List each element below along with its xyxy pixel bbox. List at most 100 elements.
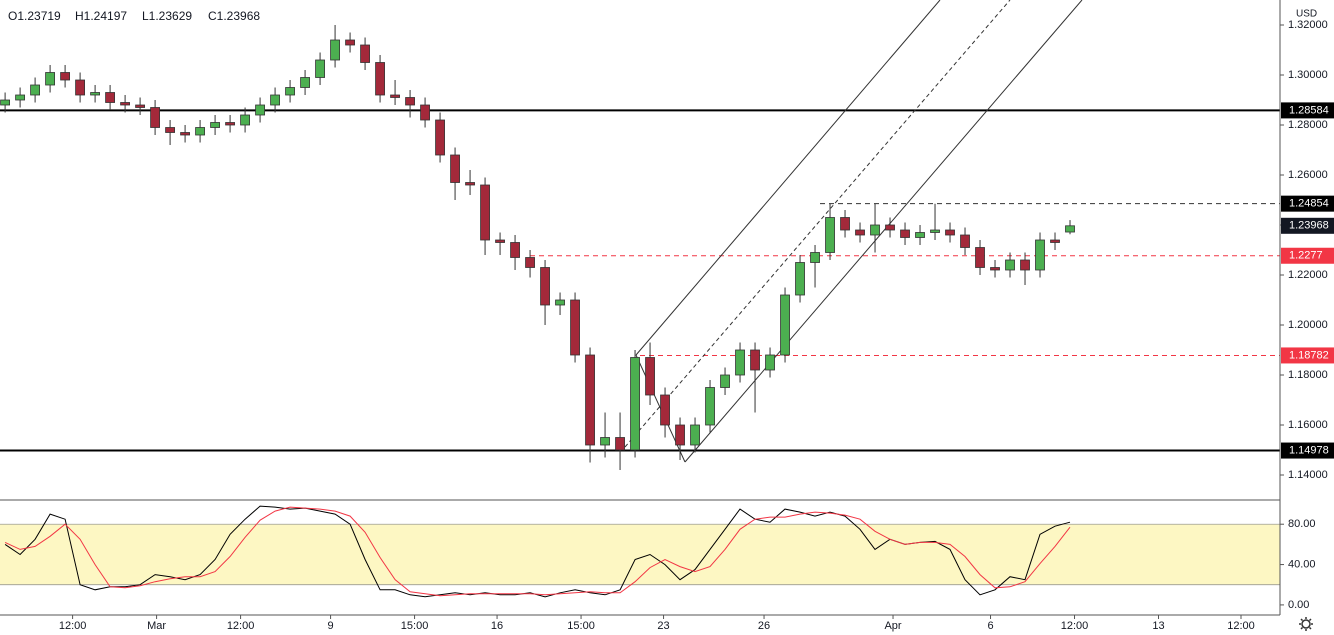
x-tick-label: 26 [758,620,770,632]
candle-body [480,184,490,241]
y-tick-label: 1.26000 [1288,169,1328,181]
ohlc-low: L1.23629 [142,9,192,23]
candle-body [270,94,280,106]
candle-body [285,87,295,96]
y-tick-label: 1.28000 [1288,119,1328,131]
candle-body [810,252,820,263]
stoch-tick-label: 80.00 [1288,518,1316,530]
pitchfork-median [624,0,1011,448]
price-level-tag [1281,102,1334,119]
x-tick-label: 15:00 [567,620,595,632]
y-tick-label: 1.32000 [1288,19,1328,31]
x-tick-label: 15:00 [401,620,429,632]
y-tick-label: 1.14000 [1288,469,1328,481]
candle-body [795,262,805,296]
candle-body [930,229,940,233]
candle-body [465,182,475,186]
candle-body [90,92,100,96]
candle-body [975,247,985,268]
candle-body [750,349,760,371]
price-level-tag [1281,347,1334,364]
ohlc-close: C1.23968 [208,9,260,23]
stoch-tick-label: 40.00 [1288,558,1316,570]
candle-body [420,104,430,121]
candle-body [780,294,790,356]
ohlc-high: H1.24197 [75,9,127,23]
candle-body [240,114,250,126]
price-level-label: 1.14978 [1289,444,1329,456]
price-level-label: 1.18782 [1289,349,1329,361]
candle-body [645,357,655,396]
candle-body [675,424,685,446]
candle-body [255,104,265,116]
price-level-label: 1.2277 [1289,250,1323,262]
candle-body [510,242,520,258]
candle-body [915,232,925,238]
candle-body [600,437,610,446]
candle-body [435,119,445,156]
candle-body [900,229,910,238]
candle-body [855,229,865,236]
candle-body [1050,239,1060,243]
last-price-label: 1.23968 [1289,220,1329,232]
candle-body [1020,259,1030,271]
candle-body [540,267,550,306]
candle-body [0,99,10,106]
candle-body [990,267,1000,271]
price-level-tag [1281,195,1334,212]
candle-body [375,62,385,96]
candle-body [390,94,400,98]
candle-body [30,84,40,96]
y-tick-label: 1.16000 [1288,419,1328,431]
last-price-tag [1281,217,1334,234]
candle-body [615,437,625,451]
candle-body [150,107,160,128]
candle-body [135,104,145,108]
candle-body [570,299,580,356]
candle-body [630,357,640,451]
y-tick-label: 1.20000 [1288,319,1328,331]
price-level-tag [1281,442,1334,459]
stoch-tick-label: 0.00 [1288,599,1309,611]
candle-body [360,44,370,63]
gear-center[interactable] [1301,619,1311,629]
candle-body [45,72,55,86]
candle-body [870,224,880,236]
candle-body [225,122,235,126]
candle-body [660,394,670,426]
x-tick-label: 6 [987,620,993,632]
stoch-band [0,524,1280,585]
pitchfork-lower [684,0,1083,463]
gear-teeth[interactable] [1299,617,1313,631]
price-level-tag [1281,247,1334,264]
stoch-d-line [4,506,1071,597]
candle-body [165,127,175,133]
candle-body [75,79,85,96]
candle-body [720,374,730,388]
y-tick-label: 1.30000 [1288,69,1328,81]
price-level-label: 1.28584 [1289,104,1329,116]
settings-icon[interactable] [1299,617,1313,631]
x-tick-label: 12:00 [1061,620,1089,632]
candle-body [495,239,505,243]
candle-body [1065,225,1075,233]
candle-body [825,217,835,253]
candle-body [1005,259,1015,271]
candle-body [735,349,745,376]
candle-body [945,229,955,236]
candle-body [585,354,595,446]
candle-body [345,39,355,46]
candle-body [120,102,130,106]
candle-body [525,257,535,268]
candle-body [885,224,895,231]
candle-body [765,354,775,371]
x-tick-label: 9 [328,620,334,632]
candle-body [450,154,460,183]
y-tick-label: 1.18000 [1288,369,1328,381]
candle-body [105,92,115,103]
candle-body [690,424,700,446]
candle-body [960,234,970,248]
candle-body [555,299,565,306]
y-tick-label: 1.22000 [1288,269,1328,281]
